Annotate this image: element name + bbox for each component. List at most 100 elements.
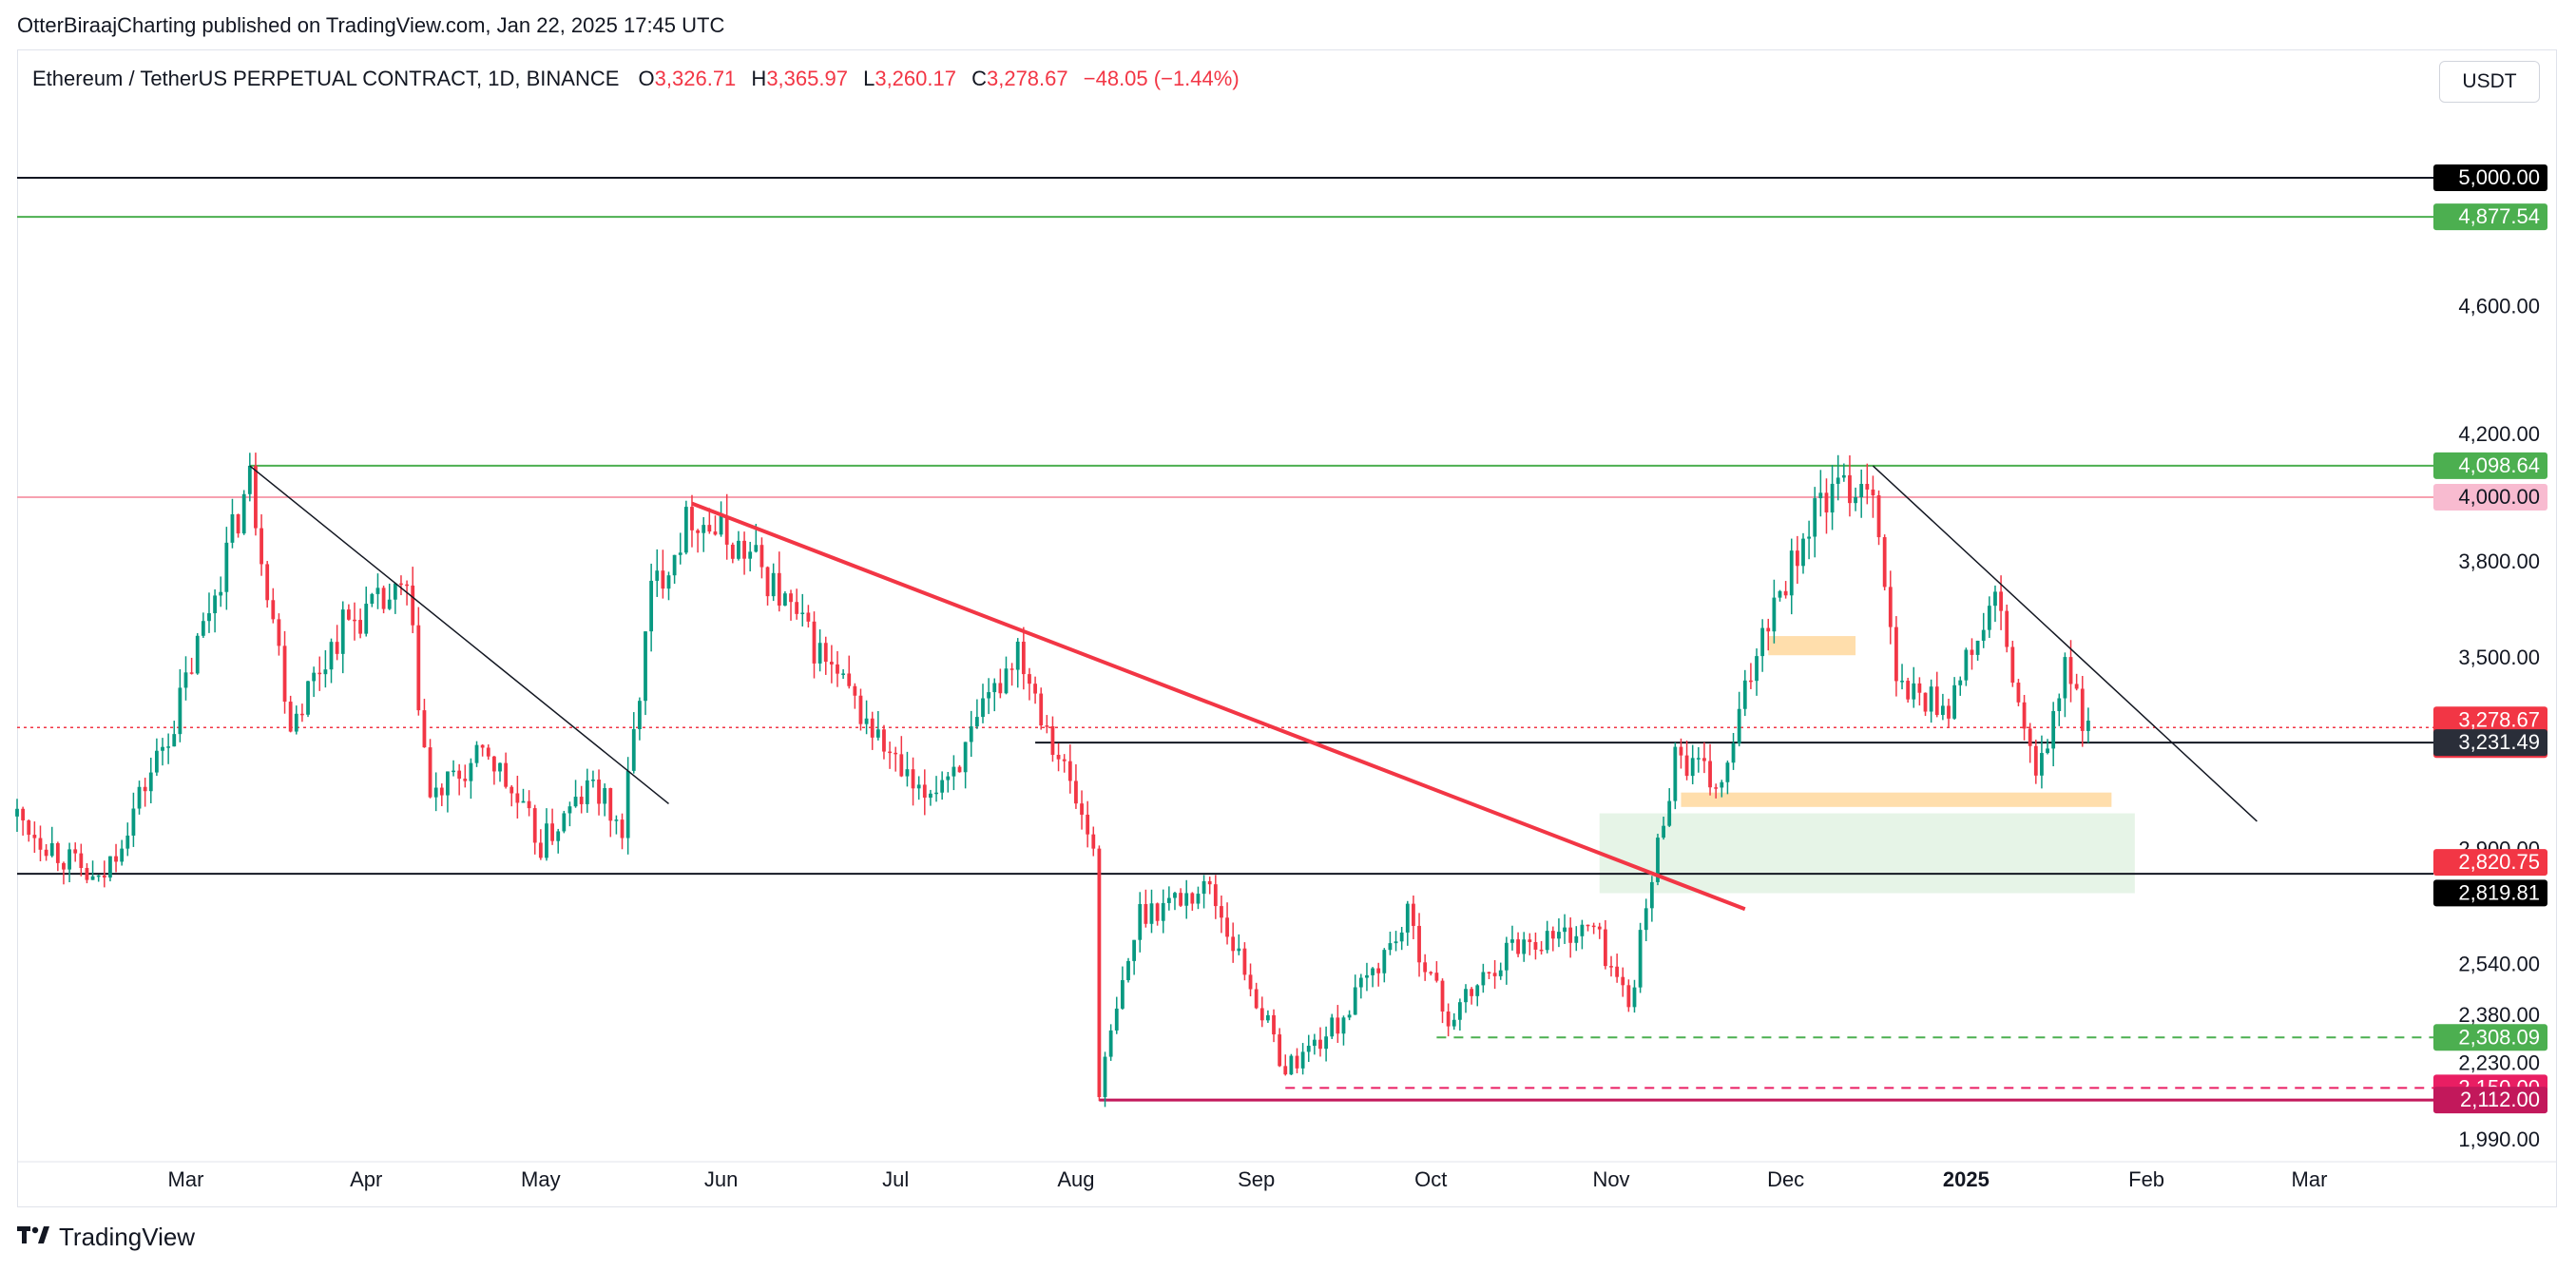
trendline[interactable] [249,465,669,805]
candle-body [15,808,19,817]
candle-body [631,728,636,771]
price-badge[interactable]: 4,000.00 [2433,483,2547,511]
candle-body [1859,484,1864,497]
candle-body [207,613,211,622]
candle-body [1912,683,1916,700]
candle-body [1504,942,1509,971]
trendline[interactable] [691,501,1746,912]
candle-body [1015,641,1020,670]
candle-body [1679,746,1683,756]
candle-body [702,525,706,533]
candle-body [836,664,839,674]
candle-body [1289,1055,1294,1075]
footer-brand[interactable]: TradingView [17,1223,195,1252]
publisher-line: OtterBiraajCharting published on Trading… [17,13,725,37]
candle-body [1906,681,1911,700]
chart-frame[interactable] [17,49,2557,1207]
candle-body [1841,474,1846,478]
candle-body [1795,550,1799,567]
price-badge[interactable]: 2,308.09 [2433,1024,2547,1051]
candle-body [1470,989,1474,996]
candle-body [474,744,479,763]
price-badge-label: 4,000.00 [2458,485,2540,509]
candle-body [1120,980,1125,1009]
candle-body [38,838,43,850]
price-badge[interactable]: 5,000.00 [2433,164,2547,192]
price-badge-label: 2,308.09 [2458,1025,2540,1049]
candle-body [742,540,746,559]
candle-body [777,572,781,606]
candle-body [1440,980,1445,1012]
candle-body [1528,939,1532,942]
candle-body [1649,881,1654,909]
candle-body [306,681,310,715]
price-badge[interactable]: 2,819.81 [2433,879,2547,907]
candle-body [254,465,258,529]
candle-body [260,528,263,565]
candle-body [1929,686,1933,712]
candle-body [672,554,677,576]
candle-body [172,734,177,747]
candle-body [1213,884,1218,907]
candle-body [899,754,904,777]
candle-body [1900,681,1904,683]
candle-body [1457,1002,1462,1020]
candle-body [597,780,601,804]
candle-body [21,808,26,820]
price-badge[interactable]: 4,877.54 [2433,203,2547,231]
candle-body [1336,1017,1340,1034]
candle-body [236,513,240,534]
candle-body [1004,668,1009,694]
price-badge-box [2433,203,2547,231]
candle-body [433,787,438,798]
candle-body [1848,474,1852,504]
candle-body [940,780,945,793]
candle-body [585,780,589,804]
candle-body [1388,943,1393,951]
candle-body [346,609,351,620]
high-label: H [751,67,767,90]
price-badge[interactable]: 2,112.00 [2433,1087,2547,1114]
candle-body [521,800,526,803]
candle-body [1865,484,1870,490]
price-badge[interactable]: 3,231.49 [2433,729,2547,757]
price-badge-box [2433,452,2547,479]
price-badge-label: 5,000.00 [2458,165,2540,189]
candle-body [737,540,740,559]
candle-body [1492,973,1497,976]
candle-body [1173,893,1177,898]
candle-body [1278,1034,1282,1067]
candle-body [1778,590,1782,598]
price-badge[interactable]: 2,820.75 [2433,849,2547,877]
candle-body [538,842,543,858]
candle-body [2010,646,2015,684]
candle-body [1166,897,1171,903]
candle-body [213,595,217,614]
candle-body [649,580,654,632]
candle-body [1318,1039,1322,1050]
symbol-title[interactable]: Ethereum / TetherUS PERPETUAL CONTRACT, … [32,67,620,90]
close-value: 3,278.67 [986,67,1068,90]
candle-body [1086,814,1090,835]
x-tick-label: Feb [2128,1167,2164,1191]
candle-body [405,584,409,587]
candle-body [1201,880,1206,895]
zone-rectangle[interactable] [1768,636,1856,656]
candle-body [957,766,962,773]
candle-body [963,742,968,773]
candle-body [102,875,106,878]
candle-body [1126,960,1130,981]
trendline[interactable] [1872,465,2258,822]
candle-body [817,643,822,664]
price-badge[interactable]: 4,098.64 [2433,452,2547,479]
zone-rectangle[interactable] [1681,792,2112,807]
candle-body [1947,705,1951,719]
candle-body [73,849,78,854]
candle-body [148,772,153,792]
candle-body [1830,483,1835,513]
zone-rectangle[interactable] [1599,813,2135,894]
candle-body [683,507,688,553]
candle-body [247,465,252,494]
currency-button[interactable]: USDT [2439,61,2540,103]
